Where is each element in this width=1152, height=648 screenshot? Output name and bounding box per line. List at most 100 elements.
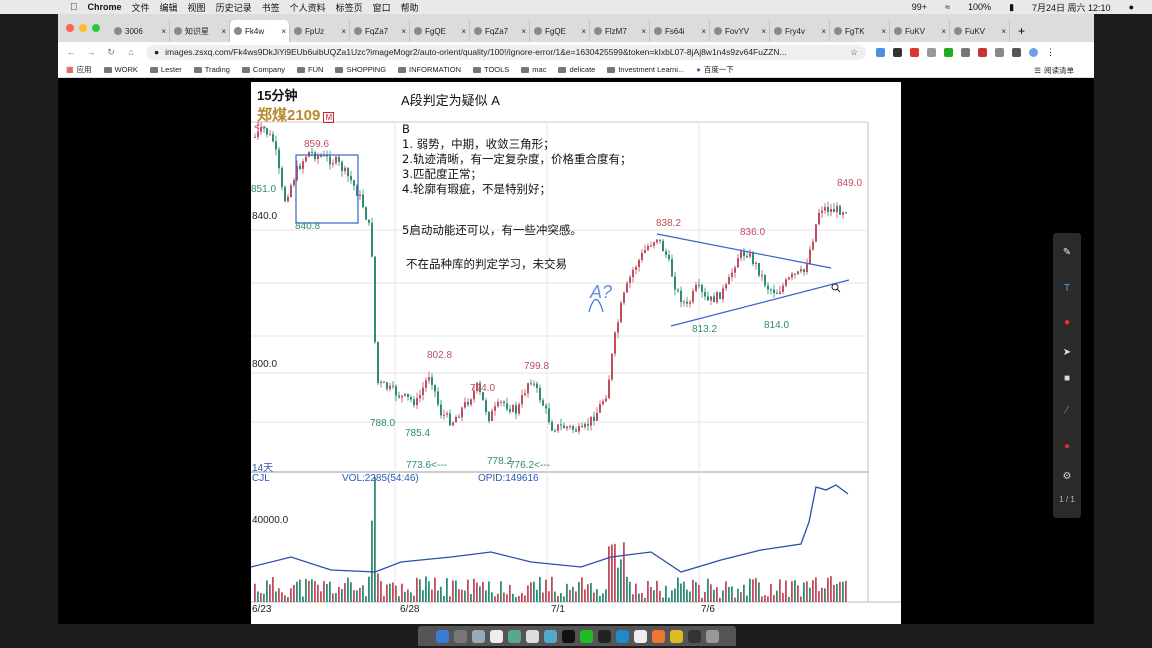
extension-icon[interactable] [876, 47, 885, 57]
color-picker-icon[interactable]: ● [1063, 317, 1071, 328]
menu-history[interactable]: 历史记录 [208, 2, 252, 13]
finder-icon[interactable] [435, 629, 449, 643]
line-tool-icon[interactable]: ∕ [1066, 405, 1068, 416]
close-window-button[interactable] [66, 24, 74, 32]
close-tab-icon[interactable]: × [341, 26, 346, 36]
close-tab-icon[interactable]: × [641, 26, 646, 36]
bookmark-folder[interactable]: WORK [103, 65, 138, 74]
browser-tab[interactable]: FuKV × [890, 20, 950, 42]
pointer-icon[interactable]: ➤ [1062, 347, 1072, 358]
status-badge[interactable]: 99+ [911, 2, 928, 12]
browser-tab[interactable]: Fs64i × [650, 20, 710, 42]
menu-file[interactable]: 文件 [124, 2, 150, 13]
new-tab-button[interactable]: + [1018, 24, 1026, 38]
puzzle-icon[interactable] [1012, 47, 1021, 57]
photos-icon[interactable] [543, 629, 557, 643]
control-center-icon[interactable]: ● [1128, 2, 1134, 12]
browser-tab[interactable]: FpUz × [290, 20, 350, 42]
rectangle-tool-icon[interactable]: ■ [1063, 373, 1071, 384]
close-tab-icon[interactable]: × [401, 26, 406, 36]
pencil-icon[interactable]: ✎ [1062, 247, 1072, 258]
launchpad-icon[interactable] [453, 629, 467, 643]
safari-icon[interactable] [471, 629, 485, 643]
qq-icon[interactable] [561, 629, 575, 643]
menu-app-name[interactable]: Chrome [80, 2, 122, 12]
trash-icon[interactable] [705, 629, 719, 643]
battery-level[interactable]: 100% [968, 2, 992, 12]
menu-window[interactable]: 窗口 [365, 2, 391, 13]
menu-tabs[interactable]: 标签页 [328, 2, 363, 13]
extension-icon[interactable] [995, 47, 1004, 57]
reload-icon[interactable]: ↻ [107, 46, 115, 57]
minimize-window-button[interactable] [79, 24, 87, 32]
notes-icon[interactable] [489, 629, 503, 643]
close-tab-icon[interactable]: × [521, 26, 526, 36]
bookmark-baidu[interactable]: ● 百度一下 [696, 65, 734, 74]
menu-bookmarks[interactable]: 书签 [254, 2, 280, 13]
close-tab-icon[interactable]: × [761, 26, 766, 36]
app-icon[interactable] [687, 629, 701, 643]
close-tab-icon[interactable]: × [281, 26, 286, 36]
extension-icon[interactable] [927, 47, 936, 57]
bookmark-folder[interactable]: FUN [297, 65, 323, 74]
browser-tab[interactable]: Fry4v × [770, 20, 830, 42]
zoom-window-button[interactable] [92, 24, 100, 32]
menu-profile[interactable]: 个人资料 [282, 2, 326, 13]
lock-icon[interactable]: ● [154, 47, 160, 57]
menu-edit[interactable]: 编辑 [152, 2, 178, 13]
menu-help[interactable]: 帮助 [393, 2, 419, 13]
app-icon[interactable] [597, 629, 611, 643]
reading-list[interactable]: ☰ 阅读清单 [1034, 66, 1074, 75]
bookmark-folder[interactable]: Company [241, 65, 285, 74]
app-icon[interactable] [633, 629, 647, 643]
browser-tab[interactable]: 3006 × [110, 20, 170, 42]
home-icon[interactable]: ⌂ [128, 47, 134, 57]
browser-tab[interactable]: FqZa7 × [350, 20, 410, 42]
avatar[interactable] [1029, 47, 1038, 57]
preview-icon[interactable] [525, 629, 539, 643]
app-icon[interactable] [669, 629, 683, 643]
close-tab-icon[interactable]: × [881, 26, 886, 36]
bookmark-folder[interactable]: delicate [558, 65, 595, 74]
app-icon[interactable] [651, 629, 665, 643]
close-tab-icon[interactable]: × [701, 26, 706, 36]
address-bar[interactable]: ● images.zsxq.com/Fk4ws9DkJiYi9EUb6uibUQ… [146, 44, 866, 60]
browser-tab[interactable]: FuKV × [950, 20, 1010, 42]
browser-tab[interactable]: FqZa7 × [470, 20, 530, 42]
wechat-icon[interactable] [579, 629, 593, 643]
bookmark-folder[interactable]: Lester [149, 65, 182, 74]
browser-tab[interactable]: FlzM7 × [590, 20, 650, 42]
back-arrow-icon[interactable]: ← [66, 47, 76, 57]
extension-icon[interactable] [944, 47, 953, 57]
browser-tab[interactable]: FovYV × [710, 20, 770, 42]
app-icon[interactable] [615, 629, 629, 643]
close-tab-icon[interactable]: × [461, 26, 466, 36]
bookmark-folder[interactable]: TOOLS [473, 65, 509, 74]
stroke-color-icon[interactable]: ● [1063, 441, 1071, 452]
extension-icon[interactable] [910, 47, 919, 57]
extension-icon[interactable] [961, 47, 970, 57]
apple-icon[interactable]:  [70, 2, 78, 13]
bookmark-folder[interactable]: mac [521, 65, 546, 74]
browser-tab[interactable]: FgQE × [530, 20, 590, 42]
clock[interactable]: 7月24日 周六 12:10 [1032, 2, 1111, 13]
bookmark-folder[interactable]: Investment Learni... [607, 65, 684, 74]
bookmark-folder[interactable]: SHOPPING [335, 65, 386, 74]
extension-icon[interactable] [893, 47, 902, 57]
close-tab-icon[interactable]: × [221, 26, 226, 36]
forward-arrow-icon[interactable]: → [86, 47, 96, 57]
close-tab-icon[interactable]: × [941, 26, 946, 36]
browser-tab[interactable]: FgQE × [410, 20, 470, 42]
browser-tab[interactable]: FgTK × [830, 20, 890, 42]
bookmark-star-icon[interactable]: ☆ [850, 46, 858, 57]
bookmark-folder[interactable]: Trading [193, 65, 230, 74]
close-tab-icon[interactable]: × [161, 26, 166, 36]
text-tool-icon[interactable]: T [1063, 283, 1071, 294]
bookmark-apps[interactable]: ▦ 应用 [66, 65, 92, 74]
extension-icon[interactable] [978, 47, 987, 57]
close-tab-icon[interactable]: × [1001, 26, 1006, 36]
close-tab-icon[interactable]: × [581, 26, 586, 36]
more-menu-icon[interactable]: ⋮ [1046, 46, 1055, 57]
wifi-icon[interactable]: ≈ [945, 2, 951, 12]
numbers-icon[interactable] [507, 629, 521, 643]
